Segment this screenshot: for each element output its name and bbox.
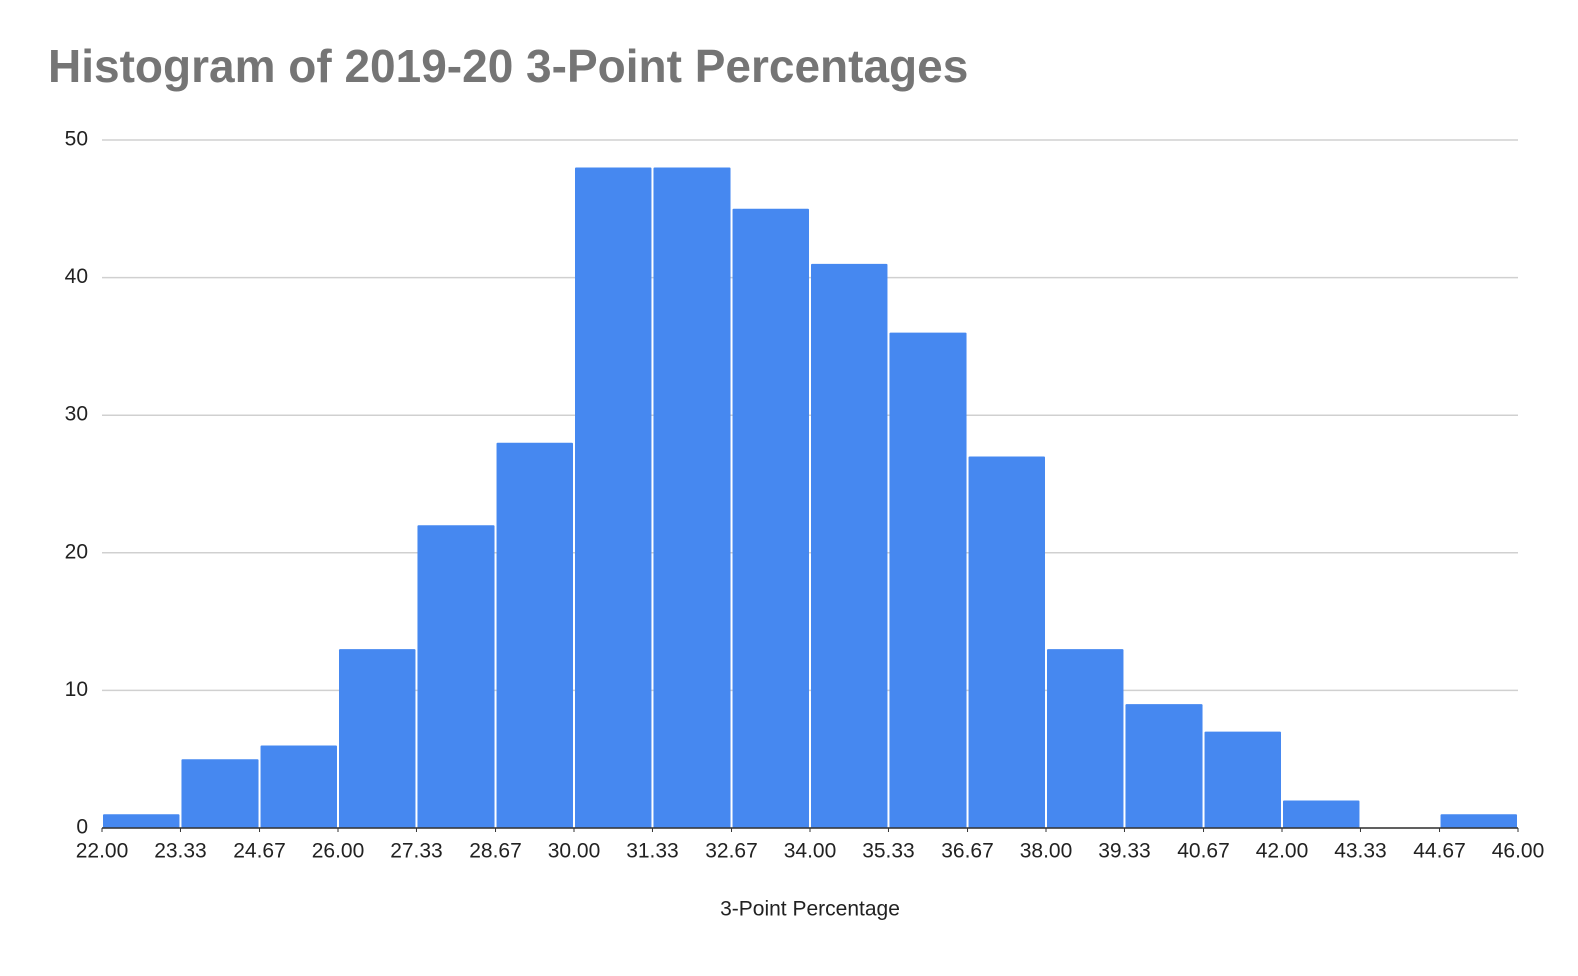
y-tick-label: 50: [65, 128, 88, 151]
bar: [103, 814, 180, 828]
x-tick-label: 30.00: [548, 840, 601, 863]
bar: [339, 649, 416, 828]
x-tick-label: 42.00: [1256, 840, 1309, 863]
chart-title: Histogram of 2019-20 3-Point Percentages: [48, 40, 968, 92]
x-tick-label: 31.33: [626, 840, 679, 863]
x-tick-label: 44.67: [1413, 840, 1466, 863]
bar: [1283, 800, 1360, 828]
bar: [181, 759, 259, 828]
bar: [1125, 704, 1203, 828]
bar: [496, 442, 573, 828]
x-tick-label: 38.00: [1020, 840, 1073, 863]
x-tick-label: 35.33: [862, 840, 915, 863]
x-tick-label: 28.67: [469, 840, 522, 863]
bar: [889, 332, 967, 828]
x-tick-label: 23.33: [154, 840, 207, 863]
bar: [1204, 731, 1281, 828]
y-tick-label: 30: [65, 403, 88, 426]
bar: [1047, 649, 1124, 828]
bar: [260, 745, 337, 828]
bar: [811, 263, 888, 829]
bar: [732, 208, 809, 829]
x-tick-label: 40.67: [1177, 840, 1230, 863]
bar: [1440, 814, 1517, 828]
y-tick-label: 0: [76, 816, 88, 839]
y-tick-label: 10: [65, 678, 88, 701]
x-tick-label: 46.00: [1492, 840, 1545, 863]
x-tick-label: 22.00: [76, 840, 129, 863]
x-tick-label: 36.67: [941, 840, 994, 863]
x-tick-label: 26.00: [312, 840, 365, 863]
x-tick-label: 34.00: [784, 840, 837, 863]
bar: [575, 167, 652, 828]
y-tick-label: 40: [65, 265, 88, 288]
x-tick-label: 27.33: [390, 840, 443, 863]
bar: [968, 456, 1045, 828]
x-tick-label: 39.33: [1098, 840, 1151, 863]
x-axis-label: 3-Point Percentage: [720, 898, 900, 921]
x-tick-label: 32.67: [705, 840, 758, 863]
bar: [417, 525, 495, 828]
x-tick-label: 24.67: [233, 840, 286, 863]
bar: [653, 167, 731, 828]
x-tick-label: 43.33: [1334, 840, 1387, 863]
y-tick-label: 20: [65, 540, 88, 563]
